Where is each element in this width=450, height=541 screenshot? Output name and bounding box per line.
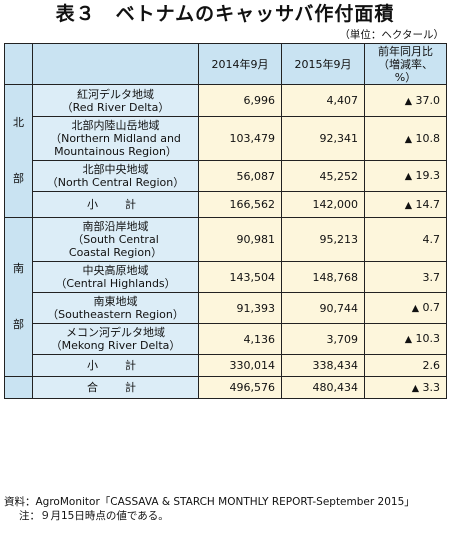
change-value: 2.6 (423, 359, 441, 372)
subtotal-2015-cell: 142,000 (281, 191, 365, 218)
region-name-cell: 北部中央地域 （North Central Region） (32, 160, 199, 192)
region-name-cell: 北部内陸山岳地域 （Northern Midland and Mountaino… (32, 116, 199, 161)
total-label: 合 計 (32, 376, 199, 399)
change-value: ▲ 0.7 (412, 301, 440, 314)
decrease-triangle-icon: ▲ (404, 95, 412, 107)
value-2014-cell: 6,996 (198, 84, 282, 117)
change-number: 4.7 (422, 233, 441, 246)
decrease-triangle-icon: ▲ (404, 133, 412, 145)
change-number: 3.7 (422, 270, 441, 284)
change-cell: 3.7 (364, 261, 447, 293)
subtotal-label: 小 計 (32, 354, 199, 377)
change-number: 10.3 (415, 332, 441, 345)
decrease-triangle-icon: ▲ (411, 382, 419, 394)
header-region-cell (32, 43, 199, 85)
source-note: 資料： AgroMonitor「CASSAVA & STARCH MONTHLY… (4, 495, 446, 509)
region-name-cell: 中央高原地域 （Central Highlands） (32, 261, 199, 293)
table-row: 南 部南部沿岸地域 （South Central Coastal Region）… (4, 217, 447, 377)
value-2014-cell: 143,504 (198, 261, 282, 293)
value-2015-cell: 4,407 (281, 84, 365, 117)
change-cell: ▲ 3.3 (364, 376, 447, 399)
region-label: 南 部 (4, 217, 33, 377)
change-number: 2.6 (422, 359, 441, 372)
header-blank-cell (4, 43, 33, 85)
region-name-cell: 紅河デルタ地域 （Red River Delta） (32, 84, 199, 117)
change-cell: ▲ 19.3 (364, 160, 447, 192)
change-cell: ▲ 37.0 (364, 84, 447, 117)
region-name-cell: 南東地域 （Southeastern Region） (32, 292, 199, 324)
change-number: 14.7 (415, 197, 441, 211)
change-number: 0.7 (422, 301, 441, 314)
header-2015: 2015年9月 (281, 43, 365, 85)
header-row: 2014年9月 2015年9月 前年同月比 （増減率、%） (4, 43, 447, 85)
subtotal-2014-cell: 166,562 (198, 191, 282, 218)
total-2014-cell: 496,576 (198, 376, 282, 399)
subtotal-label: 小 計 (32, 191, 199, 218)
value-2014-cell: 4,136 (198, 323, 282, 355)
decrease-triangle-icon: ▲ (411, 303, 419, 314)
change-value: 3.7 (423, 271, 441, 284)
subtotal-2014-cell: 330,014 (198, 354, 282, 377)
change-cell: 2.6 (364, 354, 447, 377)
value-2015-cell: 92,341 (281, 116, 365, 161)
header-2014: 2014年9月 (198, 43, 282, 85)
value-2015-cell: 90,744 (281, 292, 365, 324)
change-value: ▲ 10.3 (405, 332, 440, 345)
table-row: 北部中央地域 （North Central Region） 56,087 45,25… (5, 160, 447, 192)
region-label: 北 部 (4, 84, 33, 218)
value-2014-cell: 56,087 (198, 160, 282, 192)
value-2015-cell: 148,768 (281, 261, 365, 293)
value-2015-cell: 3,709 (281, 323, 365, 355)
value-2015-cell: 95,213 (281, 217, 365, 262)
change-value: ▲ 19.3 (405, 169, 440, 182)
notes: 資料： AgroMonitor「CASSAVA & STARCH MONTHLY… (4, 495, 446, 523)
change-cell: ▲ 10.3 (364, 323, 447, 355)
change-value: ▲ 10.8 (405, 132, 440, 145)
source-text: AgroMonitor「CASSAVA & STARCH MONTHLY REP… (35, 496, 415, 508)
change-number: 37.0 (415, 93, 441, 107)
change-number: 19.3 (415, 169, 441, 182)
unit-label: （単位：ヘクタール） (339, 29, 444, 41)
subtotal-row: 小 計 330,014 338,434 2.6 (5, 354, 447, 377)
region-name-cell: メコン河デルタ地域 （Mekong River Delta） (32, 323, 199, 355)
change-number: 10.8 (415, 131, 441, 145)
change-number: 3.3 (422, 380, 441, 394)
header-change: 前年同月比 （増減率、%） (364, 43, 447, 85)
change-value: ▲ 37.0 (405, 94, 440, 107)
change-cell: 4.7 (364, 217, 447, 262)
decrease-triangle-icon: ▲ (404, 171, 412, 182)
value-2015-cell: 45,252 (281, 160, 365, 192)
note-text: ９月15日時点の値である。 (40, 510, 169, 522)
table-title: 表３ ベトナムのキャッサバ作付面積 (55, 3, 395, 25)
decrease-triangle-icon: ▲ (404, 334, 412, 345)
date-note: 注： ９月15日時点の値である。 (4, 509, 446, 523)
total-row: 合 計 496,576 480,434 ▲ 3.3 (4, 376, 447, 399)
table-body: 2014年9月 2015年9月 前年同月比 （増減率、%） 北 部紅河デルタ地域… (4, 43, 447, 399)
subtotal-2015-cell: 338,434 (281, 354, 365, 377)
source-label: 資料： (4, 496, 36, 508)
change-value: ▲ 14.7 (405, 198, 440, 211)
cassava-area-table: 2014年9月 2015年9月 前年同月比 （増減率、%） 北 部紅河デルタ地域… (4, 43, 447, 399)
change-value: 4.7 (423, 233, 441, 246)
change-value: ▲ 3.3 (412, 381, 440, 394)
subtotal-row: 小 計 166,562 142,000 ▲ 14.7 (5, 191, 447, 218)
change-cell: ▲ 14.7 (364, 191, 447, 218)
value-2014-cell: 103,479 (198, 116, 282, 161)
table-row: 中央高原地域 （Central Highlands） 143,504 148,768… (5, 261, 447, 293)
value-2014-cell: 91,393 (198, 292, 282, 324)
table-row: 南東地域 （Southeastern Region） 91,393 90,744 ▲ … (5, 292, 447, 324)
change-cell: ▲ 0.7 (364, 292, 447, 324)
total-2015-cell: 480,434 (281, 376, 365, 399)
table-row: 北部内陸山岳地域 （Northern Midland and Mountaino… (5, 116, 447, 161)
region-name-cell: 南部沿岸地域 （South Central Coastal Region） (32, 217, 199, 262)
table-row: 北 部紅河デルタ地域 （Red River Delta） 6,996 4,407 ▲ … (4, 84, 447, 218)
total-blank-cell (4, 376, 33, 399)
decrease-triangle-icon: ▲ (404, 199, 412, 211)
value-2014-cell: 90,981 (198, 217, 282, 262)
change-cell: ▲ 10.8 (364, 116, 447, 161)
note-label: 注： (19, 510, 40, 522)
table-row: メコン河デルタ地域 （Mekong River Delta） 4,136 3,709… (5, 323, 447, 355)
